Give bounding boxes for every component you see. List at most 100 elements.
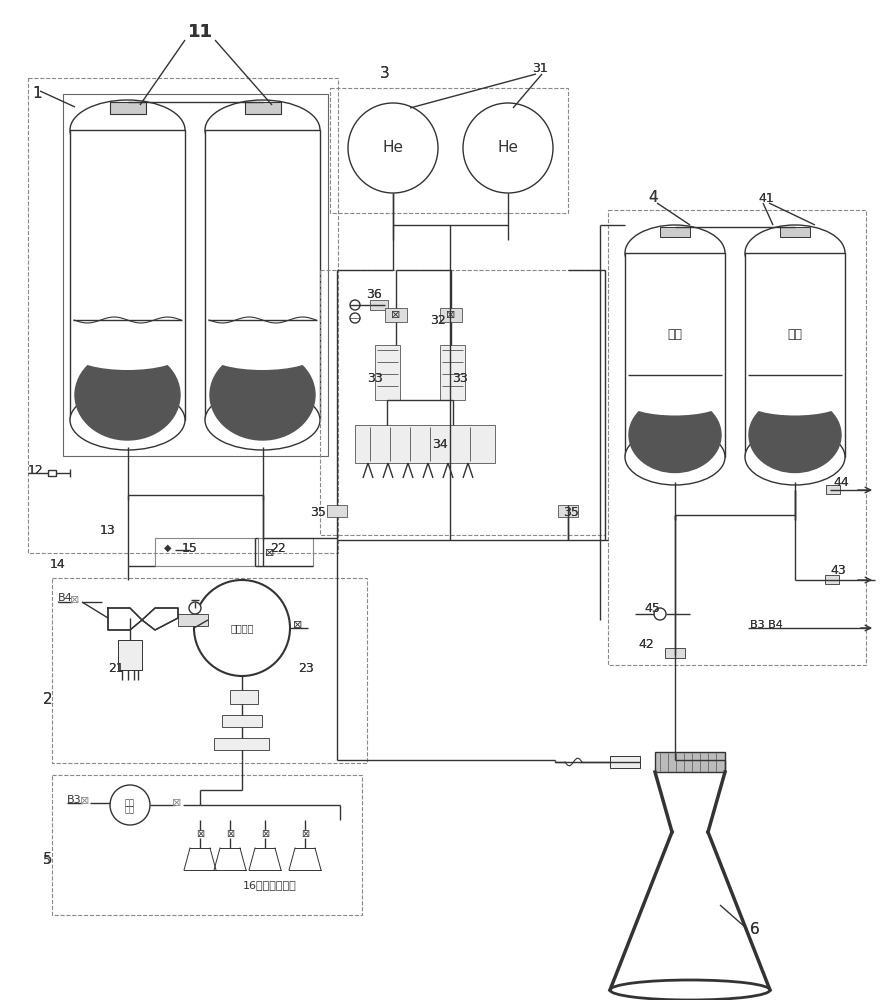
Text: ⊠: ⊠ (391, 310, 401, 320)
Text: 14: 14 (50, 558, 65, 572)
Text: 45: 45 (644, 601, 660, 614)
Bar (370, 300, 388, 310)
Text: 41: 41 (758, 192, 773, 205)
Text: 高温燃气: 高温燃气 (230, 623, 254, 633)
Text: 6: 6 (750, 922, 759, 938)
Bar (327, 505, 347, 517)
Bar (244, 102, 281, 114)
Text: 23: 23 (298, 662, 314, 674)
Text: B3: B3 (67, 795, 81, 805)
Text: 煤油: 煤油 (788, 328, 803, 342)
Bar (385, 308, 407, 322)
Circle shape (350, 313, 360, 323)
Circle shape (350, 300, 360, 310)
Text: 34: 34 (432, 438, 448, 452)
Ellipse shape (745, 429, 845, 485)
Text: He: He (382, 140, 404, 155)
Text: 35: 35 (310, 506, 326, 518)
Text: ⊠: ⊠ (293, 620, 303, 630)
Bar (665, 648, 685, 658)
Bar (440, 345, 465, 400)
Bar (52, 578, 367, 763)
Text: 煤油: 煤油 (125, 806, 135, 814)
Text: 34: 34 (432, 438, 448, 452)
Text: ◆: ◆ (165, 543, 172, 553)
Text: 2: 2 (43, 692, 52, 708)
Bar (660, 227, 690, 237)
Text: B3 B4: B3 B4 (750, 620, 783, 630)
Text: ⊠: ⊠ (446, 310, 456, 320)
Text: 43: 43 (830, 564, 846, 576)
Text: 33: 33 (367, 371, 382, 384)
Text: 32: 32 (430, 314, 446, 326)
Bar (826, 485, 840, 494)
Bar (214, 738, 269, 750)
Bar (205, 130, 320, 420)
Text: He: He (497, 140, 519, 155)
Text: 14: 14 (50, 558, 65, 572)
Bar (222, 715, 262, 727)
Text: 2: 2 (43, 692, 52, 708)
Text: 15: 15 (182, 542, 198, 554)
Text: 33: 33 (367, 371, 382, 384)
Bar (745, 253, 845, 457)
Text: 13: 13 (100, 524, 116, 536)
Text: ⊠: ⊠ (226, 829, 234, 839)
Bar (780, 227, 810, 237)
Text: 23: 23 (298, 662, 314, 674)
Text: 22: 22 (270, 542, 286, 554)
Text: 43: 43 (830, 564, 846, 576)
Text: 33: 33 (452, 371, 468, 384)
Bar (48, 470, 56, 476)
Text: 36: 36 (366, 288, 381, 302)
Text: 21: 21 (108, 662, 124, 674)
Ellipse shape (75, 350, 180, 440)
Text: ⊠: ⊠ (196, 829, 204, 839)
Ellipse shape (748, 390, 842, 416)
Circle shape (463, 103, 553, 193)
Bar (110, 102, 145, 114)
Bar (440, 308, 462, 322)
Bar (52, 775, 362, 915)
Text: 6: 6 (750, 922, 759, 938)
Text: 煤油: 煤油 (667, 328, 682, 342)
Bar (63, 94, 328, 456)
Ellipse shape (209, 340, 316, 370)
Text: 5: 5 (43, 852, 52, 867)
Text: 41: 41 (758, 192, 773, 205)
Ellipse shape (628, 390, 722, 416)
Text: 22: 22 (270, 542, 286, 554)
Bar (355, 425, 495, 463)
Text: ⊠: ⊠ (301, 829, 309, 839)
Ellipse shape (205, 100, 320, 160)
Text: ⊠: ⊠ (173, 798, 181, 808)
Text: 35: 35 (563, 506, 579, 518)
Text: 21: 21 (108, 662, 124, 674)
Text: 31: 31 (532, 62, 548, 75)
Text: 15: 15 (182, 542, 198, 554)
Text: 35: 35 (310, 506, 326, 518)
Bar (230, 690, 258, 704)
Text: 44: 44 (833, 477, 849, 489)
Ellipse shape (74, 340, 181, 370)
Text: 高压: 高压 (125, 798, 135, 808)
Text: 32: 32 (430, 314, 446, 326)
Ellipse shape (745, 225, 845, 281)
Circle shape (189, 602, 201, 614)
Text: 42: 42 (638, 639, 654, 652)
Text: 36: 36 (366, 288, 381, 302)
Text: 11: 11 (188, 23, 212, 41)
Text: 31: 31 (532, 62, 548, 75)
Bar (178, 614, 208, 626)
Text: ⊠: ⊠ (81, 796, 89, 806)
Text: 3: 3 (380, 66, 389, 81)
Ellipse shape (210, 350, 315, 440)
Text: 33: 33 (452, 371, 468, 384)
Ellipse shape (749, 397, 841, 473)
Ellipse shape (625, 225, 725, 281)
Text: 1: 1 (32, 86, 42, 101)
Bar (28, 78, 338, 553)
Circle shape (348, 103, 438, 193)
Text: 42: 42 (638, 639, 654, 652)
Text: ⊠: ⊠ (261, 829, 269, 839)
